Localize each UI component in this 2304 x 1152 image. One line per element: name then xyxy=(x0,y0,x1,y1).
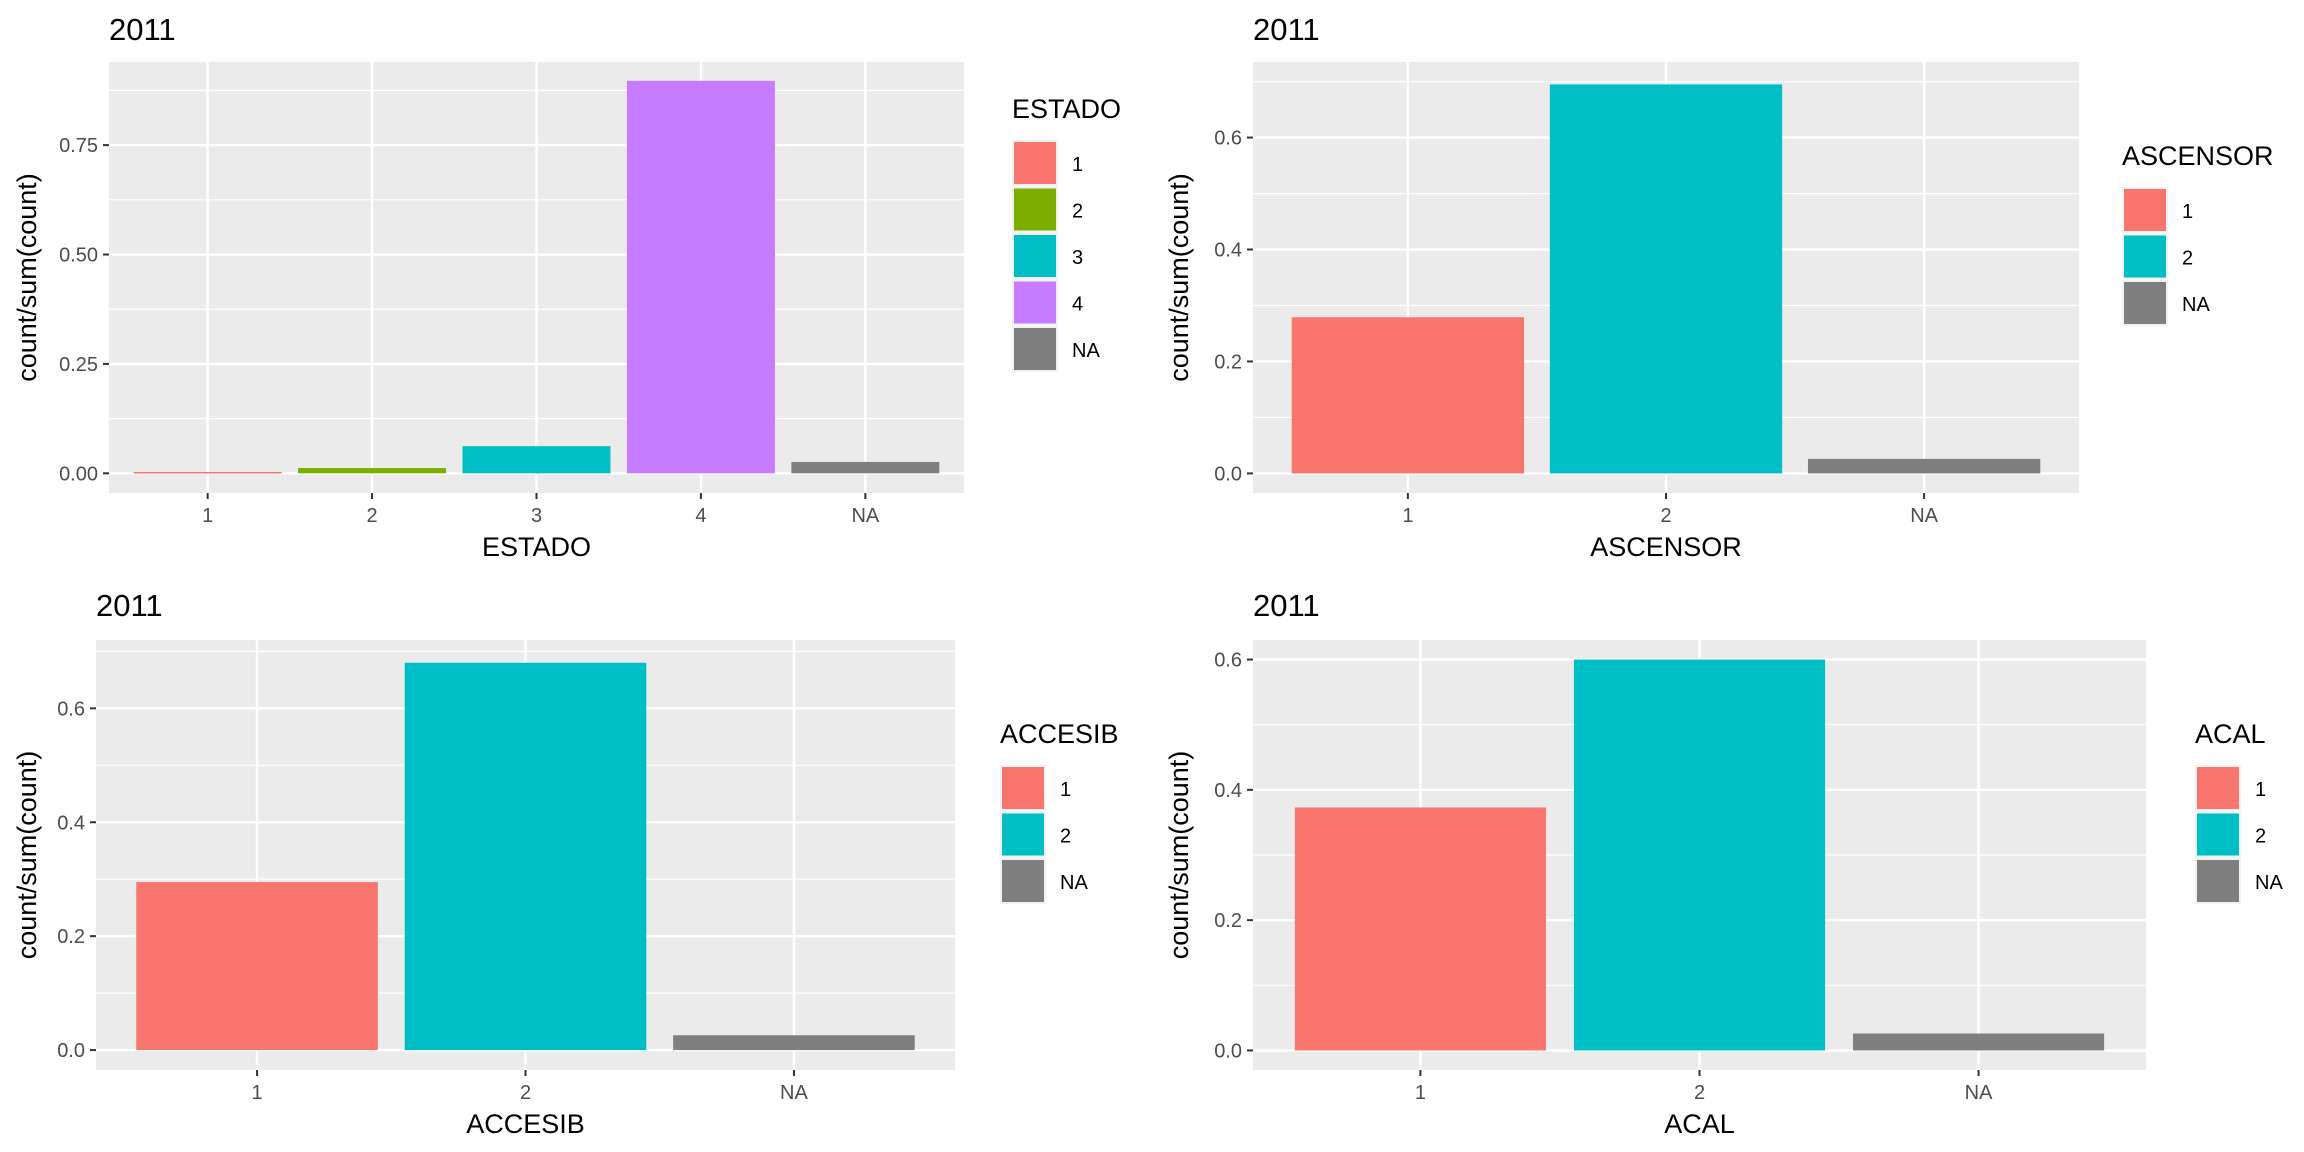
bar-NA xyxy=(673,1035,915,1051)
legend-swatch xyxy=(2124,282,2166,324)
legend-title: ESTADO xyxy=(1012,94,1121,124)
y-tick-label: 0.0 xyxy=(1214,463,1242,485)
legend-swatch xyxy=(1014,188,1056,231)
x-tick-label: 2 xyxy=(520,1082,531,1104)
chart-title: 2011 xyxy=(96,588,163,623)
legend-label: 3 xyxy=(1072,247,1083,269)
x-tick-label: NA xyxy=(780,1082,808,1104)
y-tick-label: 0.4 xyxy=(1214,780,1242,802)
y-tick-label: 0.25 xyxy=(59,354,98,376)
legend-label: 1 xyxy=(2255,779,2266,801)
legend-swatch xyxy=(2124,189,2166,231)
chart-title: 2011 xyxy=(1253,588,1320,623)
legend-swatch xyxy=(1002,767,1044,809)
y-tick-label: 0.6 xyxy=(57,698,85,720)
legend-label: 1 xyxy=(1072,154,1083,176)
y-axis-label: count/sum(count) xyxy=(12,751,42,960)
y-tick-label: 0.2 xyxy=(1214,351,1242,373)
bar-2 xyxy=(1549,84,1783,474)
y-axis-label: count/sum(count) xyxy=(1164,173,1194,382)
legend-swatch xyxy=(2197,860,2239,902)
legend-label: 2 xyxy=(2255,826,2266,848)
x-axis-label: ASCENSOR xyxy=(1590,532,1742,562)
y-tick-label: 0.50 xyxy=(59,245,98,267)
legend-label: 1 xyxy=(2182,201,2193,223)
y-tick-label: 0.00 xyxy=(59,463,98,485)
bar-NA xyxy=(791,461,940,474)
legend-swatch xyxy=(1014,142,1056,184)
legend-swatch xyxy=(1014,328,1056,370)
x-tick-label: 1 xyxy=(252,1082,263,1104)
legend-title: ASCENSOR xyxy=(2122,141,2274,171)
legend-label: 4 xyxy=(1072,294,1083,316)
bar-2 xyxy=(1573,659,1826,1051)
x-tick-label: NA xyxy=(1965,1082,1993,1104)
legend-label: NA xyxy=(2182,294,2210,316)
bar-NA xyxy=(1807,458,2041,474)
chart-panel-4: 2011 0.0 0.2 0.4 0.6 1 2 NA ACAL count/sum(count)… xyxy=(1164,588,2283,1139)
chart-title: 2011 xyxy=(109,12,176,47)
legend-swatch xyxy=(2197,767,2239,809)
legend-swatch xyxy=(2124,235,2166,278)
legend-label: 2 xyxy=(1072,201,1083,223)
bar-1 xyxy=(136,882,378,1051)
y-tick-label: 0.6 xyxy=(1214,128,1242,150)
legend-swatch xyxy=(1014,281,1056,324)
bar-2 xyxy=(298,468,447,474)
bar-4 xyxy=(626,80,775,474)
legend-swatch xyxy=(1014,235,1056,277)
legend-label: 1 xyxy=(1060,779,1071,801)
x-tick-label: 3 xyxy=(531,505,542,527)
bar-1 xyxy=(133,471,282,474)
x-tick-label: 4 xyxy=(695,505,706,527)
y-tick-label: 0.75 xyxy=(59,135,98,157)
bar-2 xyxy=(404,662,647,1051)
x-tick-label: 1 xyxy=(1402,505,1413,527)
x-tick-label: 1 xyxy=(202,505,213,527)
y-tick-label: 0.2 xyxy=(57,926,85,948)
bar-1 xyxy=(1294,807,1547,1051)
x-tick-label: 2 xyxy=(1694,1082,1705,1104)
legend-label: NA xyxy=(1072,340,1100,362)
legend-label: NA xyxy=(2255,872,2283,894)
legend-label: NA xyxy=(1060,872,1088,894)
chart-title: 2011 xyxy=(1253,12,1320,47)
x-tick-label: NA xyxy=(1910,505,1938,527)
y-axis-label: count/sum(count) xyxy=(12,173,42,382)
x-tick-label: 2 xyxy=(1660,505,1671,527)
bar-3 xyxy=(462,446,611,474)
x-axis-label: ESTADO xyxy=(482,532,591,562)
legend-swatch xyxy=(1002,813,1044,856)
y-tick-label: 0.6 xyxy=(1214,650,1242,672)
x-tick-label: 2 xyxy=(367,505,378,527)
y-tick-label: 0.2 xyxy=(1214,910,1242,932)
legend-label: 2 xyxy=(2182,248,2193,270)
bar-NA xyxy=(1852,1033,2105,1051)
x-axis-label: ACCESIB xyxy=(466,1109,585,1139)
y-tick-label: 0.0 xyxy=(1214,1040,1242,1062)
x-tick-label: 1 xyxy=(1415,1082,1426,1104)
legend-swatch xyxy=(2197,813,2239,856)
y-tick-label: 0.4 xyxy=(57,812,85,834)
legend-title: ACCESIB xyxy=(1000,719,1119,749)
bar-1 xyxy=(1291,317,1525,474)
chart-panel-1: 2011 0.00 0.25 0.50 0.75 1 2 3 4 NA ESTADO count/su… xyxy=(12,12,1121,562)
y-axis-label: count/sum(count) xyxy=(1164,751,1194,960)
legend-swatch xyxy=(1002,860,1044,902)
y-tick-label: 0.0 xyxy=(57,1040,85,1062)
y-tick-label: 0.4 xyxy=(1214,240,1242,262)
x-tick-label: NA xyxy=(851,505,879,527)
legend-label: 2 xyxy=(1060,826,1071,848)
x-axis-label: ACAL xyxy=(1664,1109,1735,1139)
legend-title: ACAL xyxy=(2195,719,2266,749)
chart-panel-2: 2011 0.0 0.2 0.4 0.6 1 2 NA ASCENSOR count/sum(co… xyxy=(1164,12,2274,562)
chart-panel-3: 2011 0.0 0.2 0.4 0.6 1 2 NA ACCESIB count/sum(cou… xyxy=(12,588,1119,1139)
